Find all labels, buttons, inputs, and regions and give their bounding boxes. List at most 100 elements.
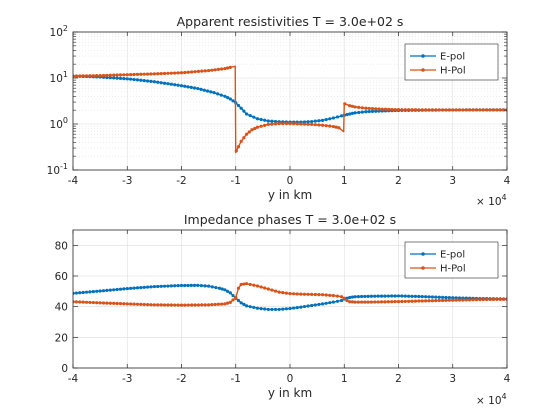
x-tick-label: -2	[176, 175, 186, 187]
x-tick-label: -4	[68, 175, 79, 187]
data-point	[231, 298, 235, 302]
data-point	[400, 299, 404, 304]
x-tick-label: -2	[176, 373, 186, 385]
data-point	[430, 108, 435, 112]
data-point	[259, 307, 263, 311]
data-point	[366, 300, 370, 304]
data-point	[273, 289, 278, 293]
data-point	[379, 300, 384, 304]
data-point	[203, 303, 207, 307]
data-point	[370, 109, 375, 114]
legend-label-e-pol: E-pol	[440, 52, 465, 63]
data-point	[98, 73, 102, 78]
data-point	[132, 77, 136, 82]
data-point	[234, 295, 238, 300]
data-point	[152, 284, 156, 289]
data-point	[407, 299, 411, 303]
data-point	[437, 108, 441, 112]
data-point	[468, 298, 472, 302]
data-point	[252, 283, 256, 287]
data-point	[122, 287, 126, 291]
x-tick-label: 0	[287, 373, 294, 385]
data-point	[454, 108, 458, 112]
data-point	[498, 108, 502, 112]
data-point	[310, 119, 314, 124]
y-tick-label: 10-1	[47, 162, 68, 177]
data-point	[339, 298, 344, 303]
data-point	[252, 305, 256, 310]
data-point	[239, 106, 243, 110]
data-point	[210, 68, 214, 72]
data-point	[413, 299, 418, 303]
data-point	[179, 71, 184, 75]
data-point	[74, 291, 78, 295]
data-point	[464, 108, 468, 112]
data-point	[176, 83, 180, 87]
y-tick-label: 102	[50, 24, 68, 39]
x-tick-label: -1	[231, 373, 241, 385]
data-point	[270, 307, 274, 312]
data-point	[183, 70, 187, 75]
data-point	[348, 295, 352, 300]
data-point	[145, 79, 150, 83]
data-point	[353, 111, 357, 115]
data-point	[255, 117, 260, 121]
data-point	[234, 149, 238, 153]
data-point	[162, 284, 167, 288]
data-point	[367, 109, 371, 114]
data-point	[223, 288, 227, 292]
data-point	[236, 298, 241, 303]
data-point	[281, 291, 285, 295]
data-point	[189, 283, 193, 288]
y-tick-label: 20	[55, 332, 68, 344]
data-point	[299, 305, 303, 309]
data-point	[207, 284, 211, 288]
data-point	[115, 301, 119, 306]
data-point	[284, 291, 288, 295]
data-point	[400, 294, 404, 298]
data-point	[444, 295, 448, 300]
chart-title: Apparent resistivities T = 3.0e+02 s	[177, 14, 404, 29]
data-point	[457, 298, 462, 302]
data-point	[273, 307, 278, 312]
data-point	[169, 303, 173, 307]
legend-marker-e-pol	[421, 54, 425, 58]
data-point	[374, 107, 378, 111]
data-point	[162, 81, 167, 85]
data-point	[417, 108, 421, 112]
data-point	[122, 73, 126, 77]
legend-box	[404, 43, 499, 81]
data-point	[345, 113, 349, 117]
data-point	[396, 300, 401, 304]
data-point	[306, 292, 310, 296]
data-point	[108, 76, 112, 80]
data-point	[196, 283, 200, 287]
data-point	[277, 307, 281, 312]
data-point	[173, 303, 177, 307]
data-point	[440, 108, 445, 112]
x-multiplier-base: × 10	[476, 196, 502, 208]
x-tick-label: 2	[395, 175, 402, 187]
data-point	[386, 300, 390, 304]
data-point	[451, 108, 455, 112]
x-tick-label: 3	[449, 373, 456, 385]
data-point	[149, 79, 153, 83]
data-point	[263, 307, 267, 311]
data-point	[166, 284, 170, 288]
data-point	[335, 294, 340, 298]
data-point	[248, 282, 252, 287]
data-point	[350, 300, 354, 304]
data-point	[242, 109, 246, 113]
data-point	[461, 298, 465, 302]
data-point	[203, 69, 207, 73]
data-point	[302, 304, 307, 309]
data-point	[434, 299, 438, 303]
data-point	[266, 119, 270, 123]
x-tick-label: 4	[504, 175, 511, 187]
data-point	[454, 296, 458, 300]
x-tick-label: 3	[449, 175, 456, 187]
data-point	[112, 73, 116, 77]
data-point	[376, 294, 380, 298]
data-point	[176, 284, 180, 288]
x-multiplier: × 104	[476, 193, 507, 208]
